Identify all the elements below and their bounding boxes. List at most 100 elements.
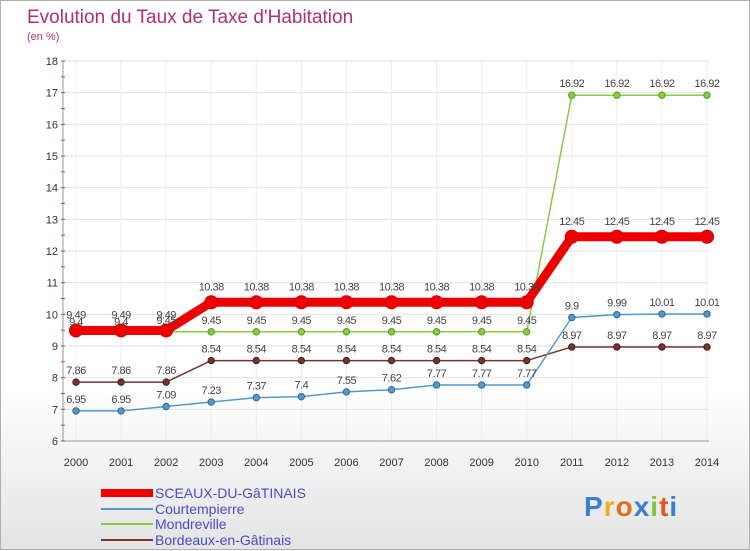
data-point-bordeaux — [162, 378, 170, 386]
data-point-mondreville — [252, 328, 260, 336]
legend-label-mondreville: Mondreville — [155, 516, 227, 532]
x-tick-label: 2002 — [154, 457, 178, 469]
x-tick-label: 2003 — [199, 457, 223, 469]
data-label-courtempierre: 6.95 — [66, 394, 86, 406]
data-point-sceaux — [429, 295, 444, 310]
data-point-sceaux — [654, 229, 669, 244]
logo-letter: i — [669, 491, 679, 522]
data-point-sceaux — [384, 295, 399, 310]
data-point-bordeaux — [117, 378, 125, 386]
data-label-sceaux: 10.38 — [469, 281, 494, 293]
x-tick-label: 2006 — [334, 457, 358, 469]
y-tick-label: 16 — [46, 119, 58, 131]
y-tick-label: 10 — [46, 309, 58, 321]
logo-letter: i — [650, 491, 660, 522]
data-point-courtempierre — [117, 407, 125, 415]
legend-swatch-mondreville — [101, 523, 153, 525]
data-label-courtempierre: 7.62 — [382, 373, 402, 385]
x-tick-label: 2012 — [605, 457, 629, 469]
data-label-sceaux: 9.49 — [66, 309, 86, 321]
data-point-sceaux — [204, 295, 219, 310]
data-label-courtempierre: 7.23 — [202, 385, 222, 397]
data-label-courtempierre: 7.09 — [156, 389, 176, 401]
data-label-mondreville: 9.45 — [517, 315, 537, 327]
y-tick-label: 14 — [46, 183, 58, 195]
data-point-mondreville — [568, 91, 576, 99]
data-label-courtempierre: 9.99 — [607, 298, 627, 310]
proxiti-logo: Proxiti — [584, 491, 678, 523]
data-label-courtempierre: 10.01 — [694, 297, 719, 309]
data-label-mondreville: 9.45 — [427, 315, 447, 327]
data-point-courtempierre — [432, 381, 441, 389]
data-point-courtempierre — [613, 310, 621, 319]
data-point-bordeaux — [72, 378, 80, 386]
data-label-bordeaux: 7.86 — [111, 365, 131, 377]
y-tick-label: 11 — [47, 278, 58, 290]
data-point-sceaux — [609, 229, 624, 244]
data-point-bordeaux — [387, 356, 396, 365]
data-point-courtempierre — [658, 310, 666, 318]
data-label-bordeaux: 8.54 — [517, 344, 537, 356]
data-label-sceaux: 12.45 — [694, 216, 719, 228]
legend-item-courtempierre: Courtempierre — [101, 501, 244, 517]
y-tick-label: 12 — [46, 246, 58, 258]
data-label-bordeaux: 8.54 — [427, 344, 447, 356]
x-tick-label: 2014 — [695, 457, 719, 469]
x-tick-label: 2004 — [244, 457, 268, 469]
logo-letter: t — [659, 491, 670, 522]
x-tick-label: 2010 — [514, 457, 538, 469]
data-label-sceaux: 10.38 — [424, 281, 449, 293]
data-label-courtempierre: 7.37 — [247, 381, 267, 393]
data-point-mondreville — [523, 328, 531, 336]
data-point-courtempierre — [703, 310, 711, 318]
legend-label-courtempierre: Courtempierre — [155, 501, 245, 517]
data-label-mondreville: 9.45 — [202, 315, 222, 327]
data-point-courtempierre — [162, 402, 170, 411]
data-label-sceaux: 10.38 — [244, 281, 269, 293]
legend-swatch-courtempierre — [101, 508, 153, 510]
data-point-courtempierre — [568, 313, 576, 322]
data-label-courtempierre: 10.01 — [649, 297, 674, 309]
data-label-bordeaux: 7.86 — [156, 365, 176, 377]
data-label-mondreville: 16.92 — [649, 78, 674, 90]
logo-letter: r — [603, 491, 616, 522]
logo-letter: x — [633, 491, 651, 522]
data-label-sceaux: 10.38 — [289, 281, 314, 293]
data-label-courtempierre: 6.95 — [111, 394, 131, 406]
data-point-courtempierre — [207, 398, 215, 406]
data-label-sceaux: 12.45 — [604, 216, 629, 228]
data-label-courtempierre: 7.77 — [472, 368, 492, 380]
data-label-courtempierre: 7.77 — [427, 368, 447, 380]
data-point-sceaux — [339, 295, 354, 310]
data-label-mondreville: 16.92 — [604, 78, 629, 90]
logo-letter: o — [615, 491, 634, 522]
data-label-mondreville: 16.92 — [559, 78, 584, 90]
x-tick-label: 2001 — [109, 457, 133, 469]
data-point-sceaux — [69, 323, 83, 338]
data-label-sceaux: 12.45 — [649, 216, 674, 228]
data-point-bordeaux — [252, 356, 260, 365]
y-tick-label: 17 — [46, 88, 58, 100]
data-point-courtempierre — [477, 381, 486, 389]
data-label-courtempierre: 7.4 — [294, 380, 308, 392]
x-tick-label: 2005 — [289, 457, 313, 469]
data-label-courtempierre: 9.9 — [565, 301, 579, 313]
data-label-courtempierre: 7.55 — [337, 375, 357, 387]
data-point-courtempierre — [72, 407, 80, 415]
data-point-bordeaux — [432, 356, 441, 365]
data-point-courtempierre — [523, 381, 531, 389]
data-label-sceaux: 10.38 — [514, 281, 539, 293]
data-label-bordeaux: 8.54 — [292, 344, 312, 356]
legend-label-bordeaux: Bordeaux-en-Gâtinais — [155, 532, 292, 548]
logo-letter: P — [584, 491, 604, 522]
data-label-bordeaux: 7.86 — [66, 365, 86, 377]
data-label-mondreville: 9.45 — [337, 315, 357, 327]
x-tick-label: 2007 — [379, 457, 403, 469]
legend-item-mondreville: Mondreville — [101, 516, 227, 532]
legend-swatch-bordeaux — [101, 539, 153, 541]
data-point-mondreville — [703, 91, 711, 99]
data-point-mondreville — [297, 328, 306, 336]
data-labels-layer: 9.49 9.49 9.49 10.38 10.38 10.38 10.38 10.38 10.… — [66, 78, 720, 406]
